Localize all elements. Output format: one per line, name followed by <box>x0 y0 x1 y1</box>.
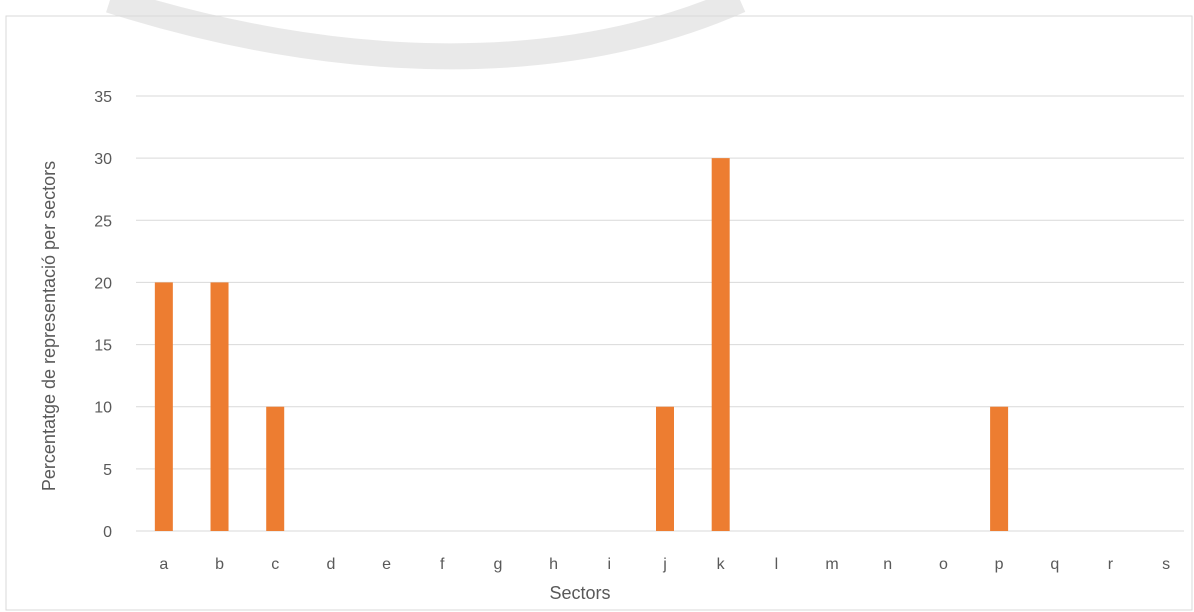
x-tick-label-h: h <box>549 556 558 573</box>
y-tick-label: 15 <box>94 338 112 355</box>
bars <box>154 158 1009 531</box>
x-tick-label-a: a <box>159 556 168 573</box>
bar-b <box>210 282 229 531</box>
x-tick-label-d: d <box>326 556 335 573</box>
x-axis-title: Sectors <box>549 583 610 603</box>
chart-frame <box>5 15 1193 611</box>
x-tick-label-f: f <box>440 556 445 573</box>
y-tick-label: 20 <box>94 275 112 292</box>
y-tick-label: 5 <box>103 462 112 479</box>
x-tick-label-p: p <box>995 556 1004 573</box>
y-tick-label: 25 <box>94 213 112 230</box>
x-tick-label-k: k <box>717 556 726 573</box>
x-tick-label-o: o <box>939 556 948 573</box>
y-tick-label: 30 <box>94 151 112 168</box>
y-axis-title: Percentatge de representació per sectors <box>39 161 59 491</box>
y-tick-label: 10 <box>94 400 112 417</box>
x-tick-label-q: q <box>1050 556 1059 573</box>
x-tick-label-j: j <box>662 556 667 573</box>
x-tick-label-n: n <box>883 556 892 573</box>
bar-p <box>990 406 1009 531</box>
x-tick-label-c: c <box>271 556 279 573</box>
y-tick-label: 0 <box>103 524 112 541</box>
x-tick-label-e: e <box>382 556 391 573</box>
bar-k <box>711 158 730 531</box>
x-tick-label-r: r <box>1108 556 1114 573</box>
y-tick-label: 35 <box>94 89 112 106</box>
x-axis-ticks: a b c d e f g h i j k l m n o p q r s <box>159 556 1170 573</box>
watermark-stroke <box>106 0 746 70</box>
x-tick-label-s: s <box>1162 556 1170 573</box>
y-axis-ticks: 0 5 10 15 20 25 30 35 <box>94 89 112 541</box>
x-tick-label-m: m <box>825 556 838 573</box>
x-tick-label-l: l <box>775 556 779 573</box>
bar-c <box>266 406 285 531</box>
bar-j <box>656 406 674 531</box>
x-tick-label-b: b <box>215 556 224 573</box>
bar-a <box>154 282 173 531</box>
x-tick-label-g: g <box>493 556 502 573</box>
x-tick-label-i: i <box>608 556 612 573</box>
